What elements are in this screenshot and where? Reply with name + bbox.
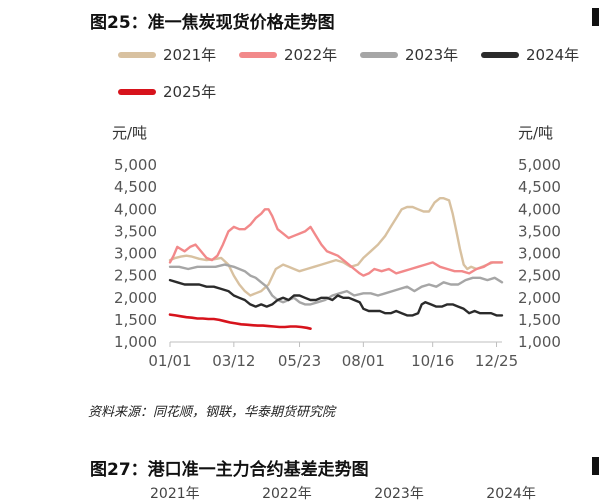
y-axis-left: 5,000 4,500 4,000 3,500 3,000 2,500 2,000 1,500…	[114, 156, 157, 351]
legend-swatch-2025	[118, 88, 156, 95]
legend-label-2025: 2025年	[163, 83, 217, 101]
y-tick-left: 2,000	[114, 289, 157, 307]
y-tick-left: 2,500	[114, 267, 157, 285]
series-line-2024	[168, 278, 504, 317]
y-tick-left: 3,000	[114, 245, 157, 263]
legend-item-2021: 2021年	[118, 44, 216, 65]
y-axis-unit-left: 元/吨	[112, 124, 148, 142]
y-axis-unit-right: 元/吨	[518, 124, 554, 142]
y-tick-left: 4,500	[114, 178, 157, 196]
y-tick-right: 3,000	[518, 245, 561, 263]
x-tick-label: 08/01	[342, 352, 385, 370]
x-tick-label: 05/23	[278, 352, 321, 370]
legend-label-2023: 2023年	[405, 46, 459, 64]
y-tick-left: 5,000	[114, 156, 157, 174]
next-legend-label-2023: 2023年	[374, 486, 424, 502]
y-tick-left: 1,500	[114, 311, 157, 329]
y-tick-right: 4,000	[518, 200, 561, 218]
legend-swatch-2024	[481, 51, 519, 58]
y-tick-left: 3,500	[114, 222, 157, 240]
series-line-2025	[168, 313, 312, 331]
legend-item-2024: 2024年	[481, 44, 579, 65]
x-tick-label: 01/01	[148, 352, 191, 370]
legend-swatch-2021	[118, 51, 156, 58]
series-lines	[168, 196, 504, 331]
legend-label-2021: 2021年	[163, 46, 217, 64]
y-axis-right: 5,000 4,500 4,000 3,500 3,000 2,500 2,000 1,500…	[518, 156, 561, 351]
series-line-2021	[168, 196, 504, 297]
y-tick-right: 3,500	[518, 222, 561, 240]
y-tick-right: 1,500	[518, 311, 561, 329]
y-tick-right: 5,000	[518, 156, 561, 174]
legend-swatch-2023	[360, 51, 398, 58]
x-tick-label: 10/16	[411, 352, 454, 370]
next-legend-label-2022: 2022年	[262, 486, 312, 502]
x-tick-label: 03/12	[212, 352, 255, 370]
series-line-2022	[168, 208, 504, 277]
price-line-chart: 5,000 4,500 4,000 3,500 3,000 2,500 2,000 1,500…	[114, 156, 561, 370]
x-axis: 01/01 03/12 05/23 08/01 10/16 12/25	[148, 341, 518, 370]
legend-label-2022: 2022年	[284, 46, 338, 64]
legend-item-2023: 2023年	[360, 44, 458, 65]
x-tick-label: 12/25	[475, 352, 518, 370]
y-tick-left: 1,000	[114, 333, 157, 351]
legend-item-2022: 2022年	[239, 44, 337, 65]
next-figure-title: 图27：港口准一主力合约基差走势图	[90, 460, 369, 480]
y-tick-right: 2,000	[518, 289, 561, 307]
adjacent-figure-edge	[592, 8, 599, 26]
y-tick-right: 1,000	[518, 333, 561, 351]
y-tick-right: 2,500	[518, 267, 561, 285]
y-tick-left: 4,000	[114, 200, 157, 218]
next-legend-label-2024: 2024年	[486, 486, 536, 502]
legend-label-2024: 2024年	[526, 46, 580, 64]
next-figure-legend: 2021年 2022年 2023年 2024年	[150, 483, 594, 503]
y-tick-right: 4,500	[518, 178, 561, 196]
legend-item-2025: 2025年	[118, 81, 216, 102]
legend-swatch-2022	[239, 51, 277, 58]
next-legend-label-2021: 2021年	[150, 486, 200, 502]
adjacent-figure-edge-2	[592, 457, 599, 475]
data-source-note: 资料来源：同花顺，钢联，华泰期货研究院	[88, 405, 336, 420]
figure-title: 图25：准一焦炭现货价格走势图	[90, 13, 335, 33]
